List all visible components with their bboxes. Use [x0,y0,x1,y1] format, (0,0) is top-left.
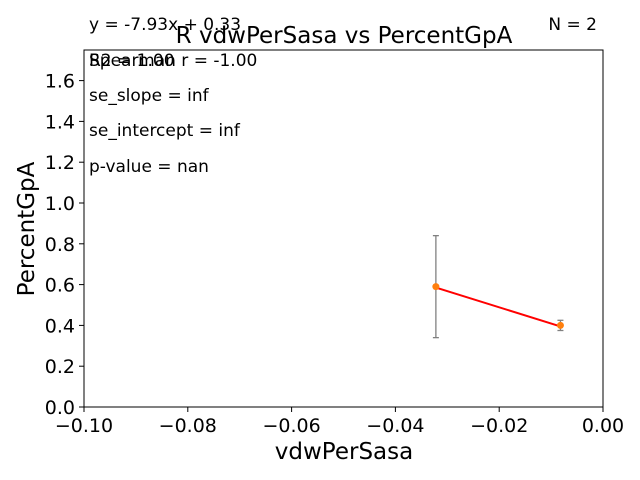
data-point [556,321,564,329]
x-tick-label: −0.04 [366,415,424,437]
y-tick-label: 0.8 [45,234,75,256]
fit-line [435,286,561,328]
error-bars [432,234,564,339]
y-tick-label: 1.6 [45,71,75,93]
x-tick-label: 0.00 [582,415,624,437]
se-intercept-annotation: se_intercept = inf [89,121,241,141]
y-tick-label: 0.6 [45,275,75,297]
x-axis-label: vdwPerSasa [275,439,413,465]
fit-line-group [435,286,561,328]
x-tick-label: −0.02 [470,415,528,437]
y-tick-label: 1.2 [45,152,75,174]
se-slope-annotation: se_slope = inf [89,86,210,106]
data-points [432,283,564,329]
y-axis-ticks: 0.0 0.2 0.4 0.6 0.8 1.0 1.2 1.4 1.6 [45,71,84,419]
spearman-annotation: Spearman r = -1.00 [89,51,257,71]
x-tick-label: −0.10 [55,415,113,437]
p-value-annotation: p-value = nan [89,157,209,177]
x-axis-ticks: −0.10 −0.08 −0.06 −0.04 −0.02 0.00 [55,407,624,437]
y-tick-label: 0.0 [45,397,75,419]
x-tick-label: −0.06 [262,415,320,437]
y-tick-label: 1.4 [45,111,75,133]
y-tick-label: 0.2 [45,356,75,378]
r2-annotation: R2 = 1.00 [89,51,175,71]
plot-frame [83,49,604,408]
data-point [432,283,440,291]
n-annotation: N = 2 [548,15,597,35]
plot-area [83,49,604,408]
equation-annotation: y = -7.93x + 0.33 [89,15,241,35]
x-tick-label: −0.08 [159,415,217,437]
y-tick-label: 1.0 [45,193,75,215]
y-axis-label: PercentGpA [14,161,40,296]
chart-title: R vdwPerSasa vs PercentGpA [176,23,513,49]
y-tick-label: 0.4 [45,315,75,337]
